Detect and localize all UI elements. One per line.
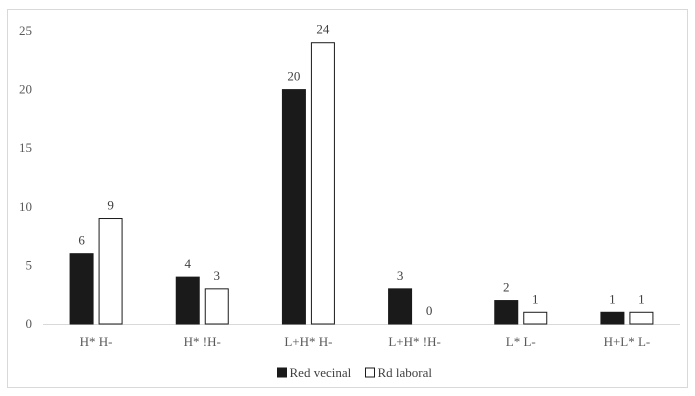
- data-label: 1: [532, 291, 539, 306]
- data-label: 9: [107, 198, 114, 213]
- data-label: 20: [287, 69, 300, 84]
- y-tick-label: 15: [19, 140, 32, 155]
- data-label: 6: [78, 233, 85, 248]
- bar: [494, 300, 519, 325]
- bar: [523, 311, 548, 325]
- bars: 6 9 4 3 20 24 3 0 2 1 1 1: [69, 22, 654, 325]
- data-label: 1: [609, 291, 616, 306]
- bar: [629, 311, 654, 325]
- y-tick-label: 20: [19, 82, 32, 97]
- bar: [98, 218, 123, 325]
- y-axis: 0 5 10 15 20 25: [19, 23, 32, 331]
- bar: [175, 276, 200, 325]
- y-tick-label: 0: [26, 316, 33, 331]
- x-tick-label: H+L* L-: [604, 334, 651, 349]
- legend-swatch: [365, 367, 375, 378]
- x-tick-label: H* H-: [80, 334, 113, 349]
- x-tick-label: L* L-: [506, 334, 536, 349]
- y-tick-label: 25: [19, 23, 32, 38]
- legend-label: Red vecinal: [290, 365, 352, 380]
- bar: [281, 89, 306, 325]
- bar: [388, 288, 413, 325]
- bar: [600, 311, 625, 325]
- data-label: 0: [426, 303, 433, 318]
- x-axis: H* H- H* !H- L+H* H- L+H* !H- L* L- H+L* L-: [43, 324, 680, 349]
- x-tick-label: L+H* H-: [284, 334, 332, 349]
- y-tick-label: 5: [26, 257, 33, 272]
- legend-label: Rd laboral: [378, 365, 433, 380]
- data-label: 4: [185, 256, 192, 271]
- data-label: 24: [316, 22, 330, 37]
- x-tick-label: H* !H-: [184, 334, 221, 349]
- bar: [310, 42, 335, 325]
- bar: [204, 288, 229, 325]
- bar: [69, 253, 94, 325]
- data-label: 3: [214, 268, 221, 283]
- data-label: 1: [638, 291, 645, 306]
- y-tick-label: 10: [19, 199, 32, 214]
- x-tick-label: L+H* !H-: [388, 334, 440, 349]
- data-label: 2: [503, 280, 510, 295]
- data-label: 3: [397, 268, 404, 283]
- legend-swatch: [277, 367, 287, 378]
- legend: Red vecinal Rd laboral: [277, 365, 433, 380]
